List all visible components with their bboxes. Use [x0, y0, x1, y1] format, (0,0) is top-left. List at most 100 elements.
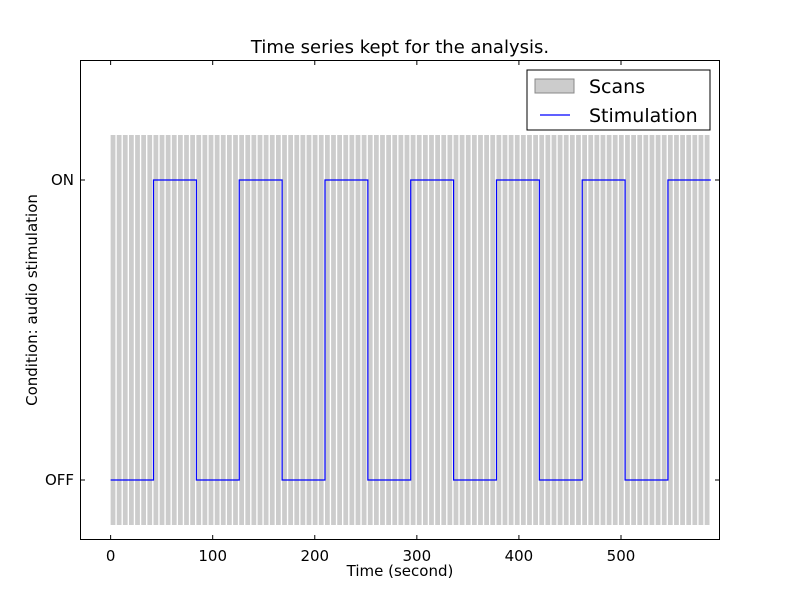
scan-bar — [147, 135, 153, 525]
scan-bar — [478, 135, 483, 525]
scan-bar — [367, 135, 373, 525]
series-lines — [110, 179, 711, 481]
scan-bar — [698, 135, 704, 525]
scan-bar — [594, 135, 600, 525]
scan-bar — [496, 135, 502, 525]
scan-bar — [459, 135, 465, 525]
x-tick-label: 200 — [300, 547, 329, 565]
plot-area — [80, 60, 720, 540]
scan-bar — [135, 135, 140, 525]
scan-bar — [441, 135, 447, 525]
scan-bar — [557, 135, 563, 525]
scan-bar — [386, 135, 391, 525]
legend-stimulation-label: Stimulation — [589, 105, 698, 127]
legend-scans-swatch — [534, 78, 575, 94]
scan-bar — [288, 135, 294, 525]
scan-bar — [612, 135, 618, 525]
scan-bar — [171, 135, 177, 525]
scan-bar — [606, 135, 612, 525]
scan-bar — [435, 135, 440, 525]
scan-bar — [545, 135, 551, 525]
scan-bar — [404, 135, 410, 525]
scan-bar — [631, 135, 636, 525]
scan-bar — [551, 135, 557, 525]
scan-bar — [184, 135, 189, 525]
scan-bar — [177, 135, 183, 525]
scan-bar — [392, 135, 398, 525]
scan-bar — [245, 135, 251, 525]
scan-bar — [588, 135, 594, 525]
scan-bar — [294, 135, 300, 525]
chart-title: Time series kept for the analysis. — [250, 37, 549, 58]
scan-bar — [318, 135, 324, 525]
scan-bar — [680, 135, 685, 525]
scan-bar — [380, 135, 385, 525]
scan-bar — [324, 135, 330, 525]
scan-bar — [576, 135, 581, 525]
scan-bar — [300, 135, 306, 525]
scan-bar — [618, 135, 624, 525]
scan-bar — [563, 135, 569, 525]
scan-bar — [502, 135, 508, 525]
scan-bar — [110, 135, 116, 525]
scan-bar — [275, 135, 281, 525]
scan-bar — [196, 135, 202, 525]
scan-bar — [226, 135, 232, 525]
scan-bar — [667, 135, 673, 525]
scan-bar — [355, 135, 361, 525]
scan-bar — [649, 135, 655, 525]
scan-bar — [527, 135, 532, 525]
scan-bar — [122, 135, 128, 525]
x-tick-label: 300 — [403, 547, 432, 565]
scan-bar — [159, 135, 165, 525]
legend: Scans Stimulation — [526, 69, 711, 131]
scan-bar — [410, 135, 416, 525]
scan-bar — [484, 135, 489, 525]
plot-frame — [80, 60, 720, 540]
scan-bar — [514, 135, 520, 525]
scan-bar — [471, 135, 477, 525]
scan-bar — [704, 135, 710, 525]
scan-bar — [361, 135, 367, 525]
scan-bars — [110, 135, 710, 525]
scan-bar — [251, 135, 257, 525]
y-tick-label: ON — [51, 171, 74, 189]
scan-bar — [263, 135, 269, 525]
scan-bar — [569, 135, 575, 525]
scan-bar — [416, 135, 422, 525]
scan-bar — [233, 135, 238, 525]
x-tick-label: 0 — [106, 547, 116, 565]
scan-bar — [141, 135, 147, 525]
x-tick-label: 500 — [607, 547, 636, 565]
scan-bar — [312, 135, 318, 525]
scan-bar — [520, 135, 526, 525]
scan-bar — [190, 135, 196, 525]
scan-bar — [220, 135, 226, 525]
scan-bar — [398, 135, 404, 525]
scan-bar — [257, 135, 263, 525]
scan-bar — [349, 135, 355, 525]
scan-bar — [661, 135, 667, 525]
scan-bar — [208, 135, 214, 525]
x-tick-label: 100 — [198, 547, 227, 565]
scan-bar — [153, 135, 159, 525]
scan-bar — [202, 135, 208, 525]
scan-bar — [686, 135, 692, 525]
scan-bar — [337, 135, 342, 525]
scan-bar — [343, 135, 349, 525]
scan-bar — [453, 135, 459, 525]
scan-bar — [582, 135, 587, 525]
y-tick-label: OFF — [45, 471, 74, 489]
scan-bar — [490, 135, 496, 525]
scan-bar — [643, 135, 649, 525]
scan-bar — [269, 135, 275, 525]
scan-bar — [331, 135, 336, 525]
scan-bar — [116, 135, 122, 525]
y-axis-label: Condition: audio stimulation — [23, 194, 41, 406]
scan-bar — [282, 135, 287, 525]
scan-bar — [465, 135, 471, 525]
scan-bar — [533, 135, 538, 525]
scan-bar — [165, 135, 171, 525]
